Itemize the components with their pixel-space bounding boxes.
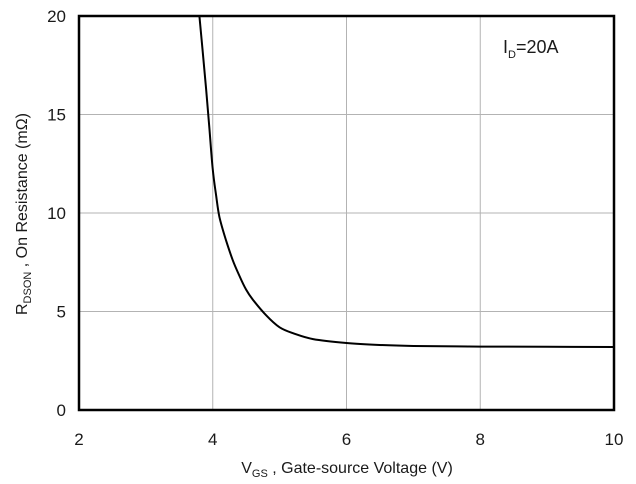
x-axis-label-rest: , Gate-source Voltage (V) [268,460,453,477]
x-tick-label: 8 [476,430,485,449]
y-tick-label: 0 [57,401,66,420]
x-axis-label-sub: GS [252,468,268,480]
x-tick-label: 2 [74,430,83,449]
y-axis-label: RDSON , On Resistance (mΩ) [14,113,34,315]
annotation-rest: =20A [516,37,559,57]
y-tick-label: 20 [47,7,66,26]
y-axis-label-main: R [14,303,31,315]
x-axis-label-main: V [241,460,252,477]
x-tick-label: 4 [208,430,217,449]
rdson-curve [198,15,615,348]
y-tick-label: 15 [47,106,66,125]
grid [79,16,614,410]
y-tick-label: 5 [57,303,66,322]
x-tick-label: 6 [342,430,351,449]
y-axis-label-rest: , On Resistance (mΩ) [14,113,31,272]
plot-frame [77,14,616,412]
y-axis-ticks: 0 5 10 15 20 [47,7,66,420]
annotation-main: I [503,37,508,57]
y-tick-label: 10 [47,204,66,223]
x-axis-label: VGS , Gate-source Voltage (V) [241,460,453,480]
annotation-sub: D [508,49,516,61]
y-axis-label-sub: DSON [22,272,34,304]
x-tick-label: 10 [605,430,624,449]
x-axis-ticks: 2 4 6 8 10 [74,430,623,449]
drain-current-annotation: ID=20A [503,37,559,61]
